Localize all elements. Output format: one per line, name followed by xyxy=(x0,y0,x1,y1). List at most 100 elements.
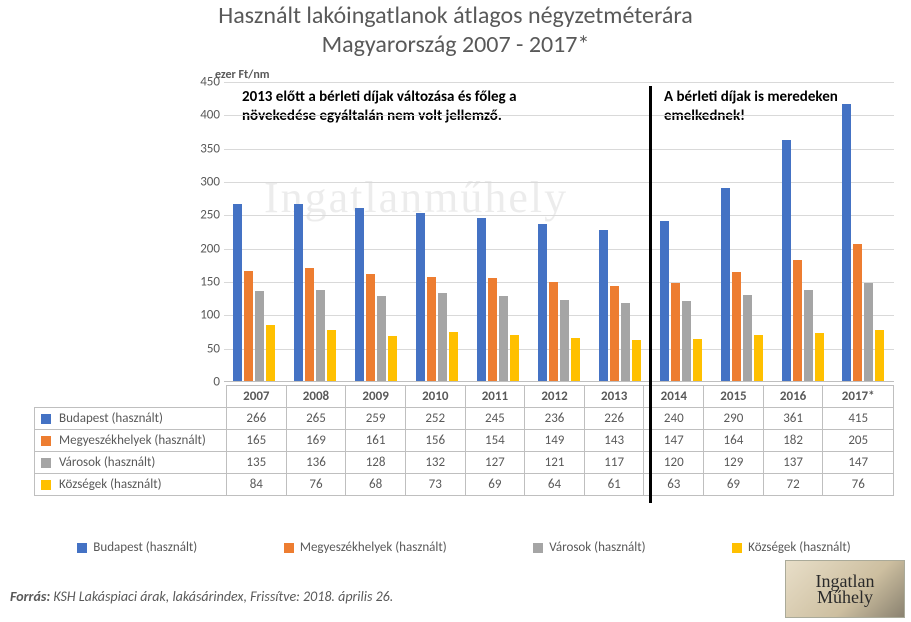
table-cell: 63 xyxy=(644,474,704,496)
table-cell: 205 xyxy=(823,430,894,452)
table-year-header: 2014 xyxy=(644,386,704,408)
bar xyxy=(560,300,569,381)
bar xyxy=(266,325,275,381)
table-cell: 120 xyxy=(644,452,704,474)
legend: Budapest (használt) Megyeszékhelyek (has… xyxy=(34,540,894,555)
series-swatch xyxy=(41,480,51,490)
bar xyxy=(599,230,608,381)
table-cell: 128 xyxy=(346,452,406,474)
table-year-header: 2011 xyxy=(465,386,525,408)
legend-item: Községek (használt) xyxy=(732,540,851,555)
table-year-header: 2009 xyxy=(346,386,406,408)
logo-line-2: Műhely xyxy=(817,589,873,605)
bar xyxy=(438,293,447,381)
bar xyxy=(244,271,253,381)
bar xyxy=(449,332,458,381)
bar xyxy=(782,140,791,381)
legend-item: Megyeszékhelyek (használt) xyxy=(284,540,447,555)
table-cell: 136 xyxy=(286,452,346,474)
bar xyxy=(305,268,314,381)
table-cell: 156 xyxy=(405,430,465,452)
bar xyxy=(355,208,364,381)
bar xyxy=(632,340,641,381)
y-tick-label: 400 xyxy=(192,108,220,123)
title-line-2: Magyarország 2007 - 2017* xyxy=(322,30,590,59)
y-tick-label: 250 xyxy=(192,208,220,223)
table-cell: 154 xyxy=(465,430,525,452)
table-year-header: 2007 xyxy=(227,386,287,408)
table-cell: 415 xyxy=(823,408,894,430)
legend-label: Megyeszékhelyek (használt) xyxy=(300,540,447,555)
bar xyxy=(477,218,486,381)
source-text: KSH Lakáspiaci árak, lakásárindex, Friss… xyxy=(50,588,393,605)
table-cell: 117 xyxy=(584,452,644,474)
table-cell: 226 xyxy=(584,408,644,430)
source-citation: Forrás: KSH Lakáspiaci árak, lakásárinde… xyxy=(10,588,393,605)
chart-area: Ingatlanműhely 2013 előtt a bérleti díja… xyxy=(34,82,894,404)
table-cell: 129 xyxy=(704,452,764,474)
table-row-header: Budapest (használt) xyxy=(35,408,227,430)
bar xyxy=(842,104,851,381)
table-cell: 149 xyxy=(525,430,585,452)
y-tick-label: 300 xyxy=(192,175,220,190)
legend-swatch xyxy=(284,543,294,553)
table-year-header: 2016 xyxy=(763,386,823,408)
table-cell: 69 xyxy=(704,474,764,496)
table-cell: 290 xyxy=(704,408,764,430)
table-cell: 266 xyxy=(227,408,287,430)
legend-swatch xyxy=(533,543,543,553)
bar xyxy=(864,283,873,381)
table-row-header: Községek (használt) xyxy=(35,474,227,496)
logo-badge: Ingatlan Műhely xyxy=(785,560,905,618)
table-cell: 84 xyxy=(227,474,287,496)
y-tick-label: 350 xyxy=(192,141,220,156)
series-swatch xyxy=(41,436,51,446)
chart-title: Használt lakóingatlanok átlagos négyzetm… xyxy=(0,0,911,60)
bar xyxy=(660,221,669,381)
table-cell: 73 xyxy=(405,474,465,496)
gridline xyxy=(224,149,894,150)
bar xyxy=(815,333,824,381)
title-line-1: Használt lakóingatlanok átlagos négyzetm… xyxy=(218,1,693,30)
bar xyxy=(793,260,802,381)
bar xyxy=(754,335,763,381)
bar xyxy=(377,296,386,381)
bar xyxy=(327,330,336,381)
bar xyxy=(233,204,242,381)
gridline xyxy=(224,115,894,116)
table-year-header: 2008 xyxy=(286,386,346,408)
y-tick-label: 200 xyxy=(192,241,220,256)
table-cell: 137 xyxy=(763,452,823,474)
y-tick-label: 450 xyxy=(192,75,220,90)
legend-item: Városok (használt) xyxy=(533,540,645,555)
bar xyxy=(316,290,325,381)
series-swatch xyxy=(41,414,51,424)
table-cell: 161 xyxy=(346,430,406,452)
bar xyxy=(693,339,702,381)
table-cell: 259 xyxy=(346,408,406,430)
bar xyxy=(427,277,436,381)
table-cell: 76 xyxy=(286,474,346,496)
table-cell: 64 xyxy=(525,474,585,496)
bar xyxy=(804,290,813,381)
data-table: 2007200820092010201120122013201420152016… xyxy=(34,385,894,496)
table-cell: 240 xyxy=(644,408,704,430)
legend-swatch xyxy=(732,543,742,553)
table-cell: 169 xyxy=(286,430,346,452)
bar xyxy=(853,244,862,381)
table-cell: 252 xyxy=(405,408,465,430)
table-row-header: Városok (használt) xyxy=(35,452,227,474)
table-year-header: 2012 xyxy=(525,386,585,408)
gridline xyxy=(224,249,894,250)
source-label: Forrás: xyxy=(10,588,50,605)
legend-swatch xyxy=(77,543,87,553)
legend-label: Községek (használt) xyxy=(748,540,851,555)
table-cell: 164 xyxy=(704,430,764,452)
table-cell: 61 xyxy=(584,474,644,496)
y-axis-label: ezer Ft/nm xyxy=(215,68,270,82)
table-cell: 127 xyxy=(465,452,525,474)
table-year-header: 2013 xyxy=(584,386,644,408)
gridline xyxy=(224,215,894,216)
bar xyxy=(743,295,752,381)
bar xyxy=(255,291,264,381)
